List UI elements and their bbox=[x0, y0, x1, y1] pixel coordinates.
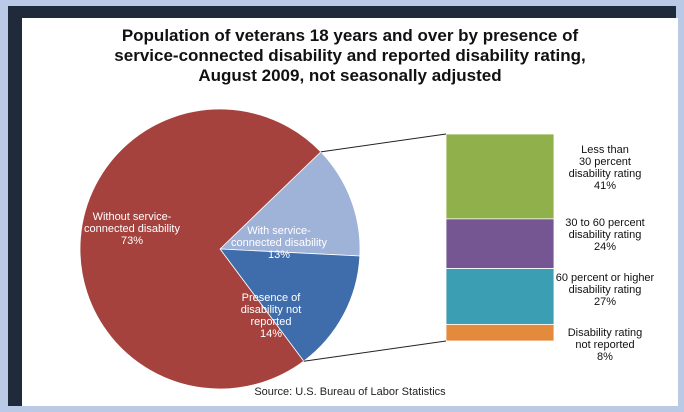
breakdown-segment-label: Less than 30 percent disability rating 41% bbox=[569, 144, 642, 192]
pie-slice-label: Without service-connected disability 73% bbox=[84, 211, 181, 247]
breakdown-segment-label: 30 to 60 percent disability rating 24% bbox=[565, 217, 645, 253]
chart-title-line-1: Population of veterans 18 years and over… bbox=[121, 26, 579, 45]
pie-of-bar-plot: Without service-connected disability 73% W… bbox=[79, 108, 655, 390]
breakdown-segment-label: Disability rating not reported 8% bbox=[568, 327, 643, 363]
chart-frame: Population of veterans 18 years and over… bbox=[8, 6, 678, 406]
pie-slice-label: With service-connected disability 13% bbox=[231, 225, 328, 261]
pie-slice bbox=[219, 248, 361, 362]
breakdown-segment-label: 60 percent or higher disability rating 27% bbox=[556, 272, 655, 308]
chart-title: Population of veterans 18 years and over… bbox=[22, 26, 678, 86]
connector-line-top bbox=[320, 133, 447, 153]
chart-area: Population of veterans 18 years and over… bbox=[22, 18, 678, 406]
connector-line-bottom bbox=[303, 340, 447, 362]
breakdown-bar-segment bbox=[445, 133, 555, 220]
chart-title-line-3: August 2009, not seasonally adjusted bbox=[198, 66, 502, 85]
breakdown-bar-segment bbox=[445, 218, 555, 269]
pie-slice bbox=[79, 108, 322, 390]
breakdown-bar-segment bbox=[445, 268, 555, 325]
chart-title-line-2: service-connected disability and reporte… bbox=[114, 46, 586, 65]
chart-source: Source: U.S. Bureau of Labor Statistics bbox=[254, 386, 446, 398]
pie-slice bbox=[219, 151, 361, 257]
pie-slice-label: Presence of disability not reported 14% bbox=[241, 292, 302, 340]
breakdown-bar-segment bbox=[445, 324, 555, 342]
